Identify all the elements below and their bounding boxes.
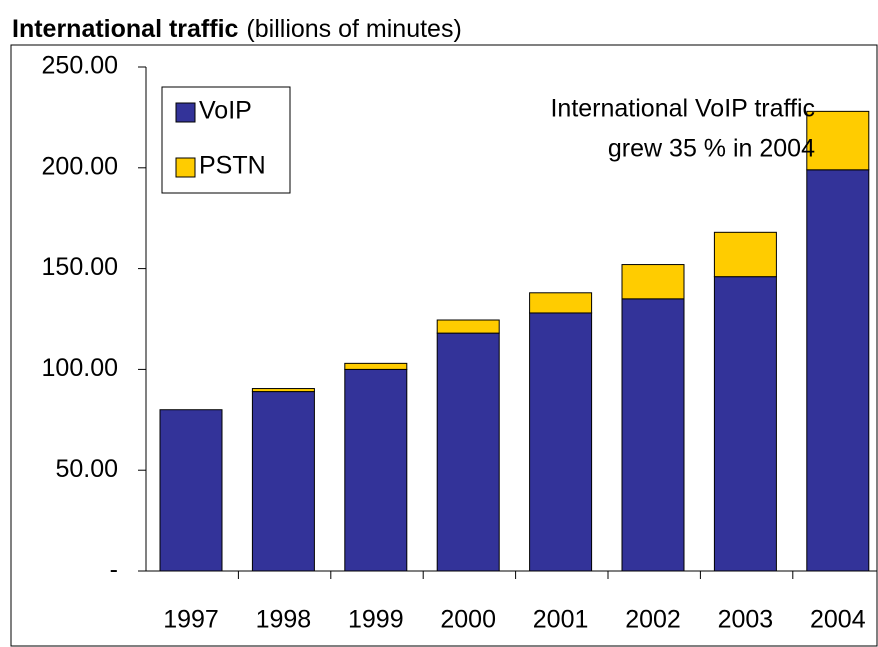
y-tick-label: 100.00	[42, 354, 118, 382]
x-tick-label: 2001	[533, 606, 589, 634]
bar-segment	[713, 276, 777, 572]
x-tick-label: 1998	[256, 606, 312, 634]
bar-segment	[436, 332, 500, 572]
bar-segment	[529, 292, 593, 314]
legend-swatch	[175, 157, 196, 178]
chart-frame	[10, 44, 878, 647]
legend-swatch	[175, 102, 196, 123]
x-tick-label: 1999	[348, 606, 404, 634]
y-tick-label: -	[110, 556, 118, 584]
bar-segment	[344, 368, 408, 572]
bar-segment	[251, 391, 315, 572]
y-tick-label: 250.00	[42, 52, 118, 80]
bar-segment	[806, 169, 870, 572]
title: International traffic	[12, 15, 239, 43]
y-tick-label: 200.00	[42, 152, 118, 180]
x-tick-label: 2002	[625, 606, 681, 634]
annotation: International VoIP traffic	[550, 95, 815, 123]
x-tick-label: 2000	[440, 606, 496, 634]
x-tick-label: 2004	[810, 606, 866, 634]
bar-segment	[621, 264, 685, 300]
bar-segment	[806, 110, 870, 171]
bar-segment	[436, 319, 500, 334]
y-tick-label: 50.00	[55, 455, 118, 483]
subtitle: (billions of minutes)	[246, 15, 461, 43]
y-tick-label: 150.00	[42, 253, 118, 281]
chart-title: International traffic (billions of minute…	[12, 15, 462, 43]
bar-segment	[159, 409, 223, 572]
bar-segment	[713, 231, 777, 278]
bar-segment	[251, 388, 315, 393]
x-tick-label: 1997	[163, 606, 219, 634]
x-tick-label: 2003	[718, 606, 774, 634]
bar-segment	[621, 298, 685, 572]
legend-label: PSTN	[199, 152, 266, 180]
annotation: grew 35 % in 2004	[608, 135, 815, 163]
bar-segment	[529, 312, 593, 572]
legend-label: VoIP	[199, 97, 252, 125]
bar-segment	[344, 362, 408, 370]
